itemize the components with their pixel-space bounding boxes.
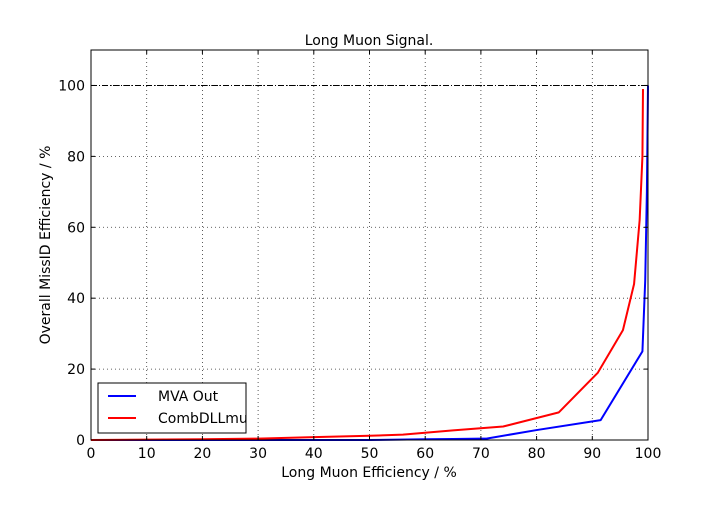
y-axis-label: Overall MissID Efficiency / % xyxy=(38,146,54,345)
x-tick-label: 90 xyxy=(583,446,601,462)
x-tick-label: 10 xyxy=(138,446,156,462)
x-tick-label: 100 xyxy=(635,446,662,462)
x-tick-label: 80 xyxy=(528,446,546,462)
legend-label-mva-out: MVA Out xyxy=(158,389,219,405)
y-tick-label: 60 xyxy=(67,220,85,236)
chart-title: Long Muon Signal. xyxy=(305,33,434,49)
x-tick-label: 70 xyxy=(472,446,490,462)
chart-legend: MVA Out CombDLLmu xyxy=(97,382,248,434)
legend-label-combdllmu: CombDLLmu xyxy=(158,411,248,427)
y-tick-label: 0 xyxy=(76,433,85,449)
x-tick-label: 20 xyxy=(193,446,211,462)
x-tick-label: 30 xyxy=(249,446,267,462)
series-line-combdllmu xyxy=(90,88,644,441)
x-tick-label: 40 xyxy=(305,446,323,462)
y-tick-label: 80 xyxy=(67,149,85,165)
y-tick-label: 100 xyxy=(58,78,85,94)
y-tick-label: 20 xyxy=(67,362,85,378)
x-axis-label: Long Muon Efficiency / % xyxy=(281,465,457,481)
axis-ticks: 0 10 20 30 40 50 60 70 80 90 100 0 20 40 60 80 100 xyxy=(58,50,661,462)
x-tick-label: 0 xyxy=(87,446,96,462)
x-tick-label: 50 xyxy=(361,446,379,462)
y-tick-label: 40 xyxy=(67,291,85,307)
legend-box xyxy=(97,382,247,434)
x-tick-label: 60 xyxy=(416,446,434,462)
